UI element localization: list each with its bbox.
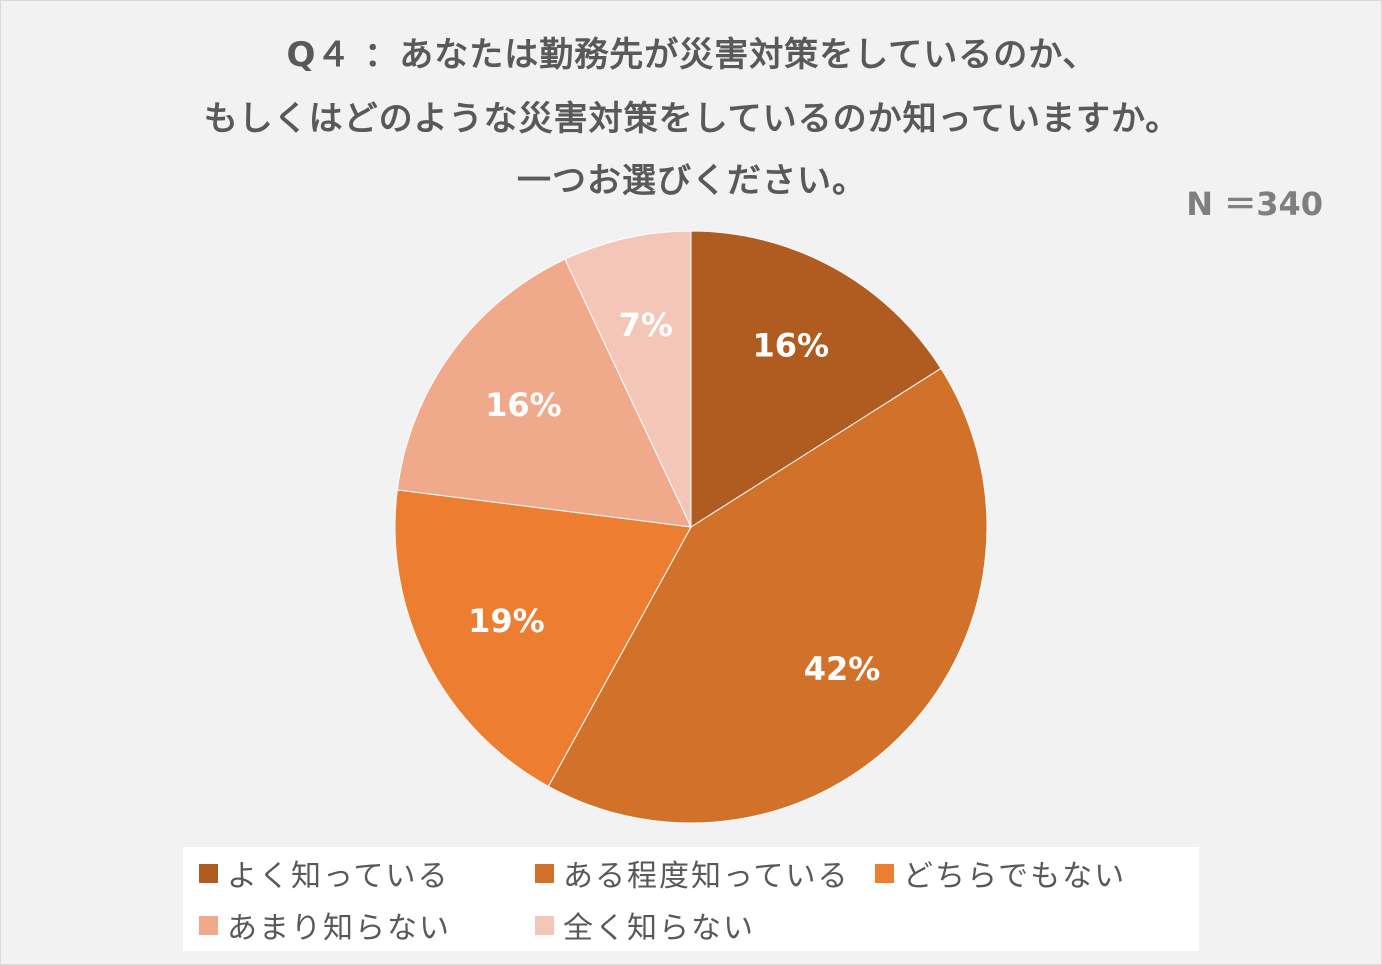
legend-label-4: 全く知らない xyxy=(563,911,755,946)
pie-slice-label-0: 16% xyxy=(753,326,830,364)
legend-swatch-0 xyxy=(199,863,218,883)
legend-label-1: ある程度知っている xyxy=(563,859,850,894)
chart-title-line-3: 一つお選びください。 xyxy=(517,161,867,201)
pie-slice-label-1: 42% xyxy=(804,650,881,688)
legend-label-2: どちらでもない xyxy=(903,859,1127,894)
pie-slice-label-3: 16% xyxy=(485,386,562,424)
pie-chart: 16% 42% 19% 16% 7% xyxy=(394,230,988,824)
chart-title-line-1: Q４ ：あなたは勤務先が災害対策をしているのか、 xyxy=(286,35,1098,75)
legend-item-3: あまり知らない xyxy=(199,905,451,946)
pie-slice-1 xyxy=(547,367,988,824)
legend-swatch-2 xyxy=(875,863,894,883)
pie-slice-3 xyxy=(396,258,692,528)
pie-slice-2 xyxy=(394,489,692,788)
chart-title-line-2: もしくはどのような災害対策をしているのか知っていますか。 xyxy=(203,99,1181,139)
legend-item-2: どちらでもない xyxy=(875,853,1127,894)
pie-slice-0 xyxy=(690,230,942,528)
legend-item-1: ある程度知っている xyxy=(535,853,850,894)
legend-label-0: よく知っている xyxy=(227,859,450,894)
sample-size-label: N ＝340 xyxy=(1186,185,1323,223)
pie-slice-label-4: 7% xyxy=(619,306,673,344)
legend-label-3: あまり知らない xyxy=(227,911,451,946)
legend: よく知っている ある程度知っている どちらでもない あまり知らない 全く知らない xyxy=(183,847,1199,951)
legend-item-4: 全く知らない xyxy=(535,905,755,946)
legend-swatch-3 xyxy=(199,915,218,935)
legend-item-0: よく知っている xyxy=(199,853,450,894)
legend-swatch-1 xyxy=(535,863,554,883)
pie-slice-label-2: 19% xyxy=(468,602,545,640)
pie-slice-4 xyxy=(564,230,692,528)
legend-swatch-4 xyxy=(535,915,554,935)
